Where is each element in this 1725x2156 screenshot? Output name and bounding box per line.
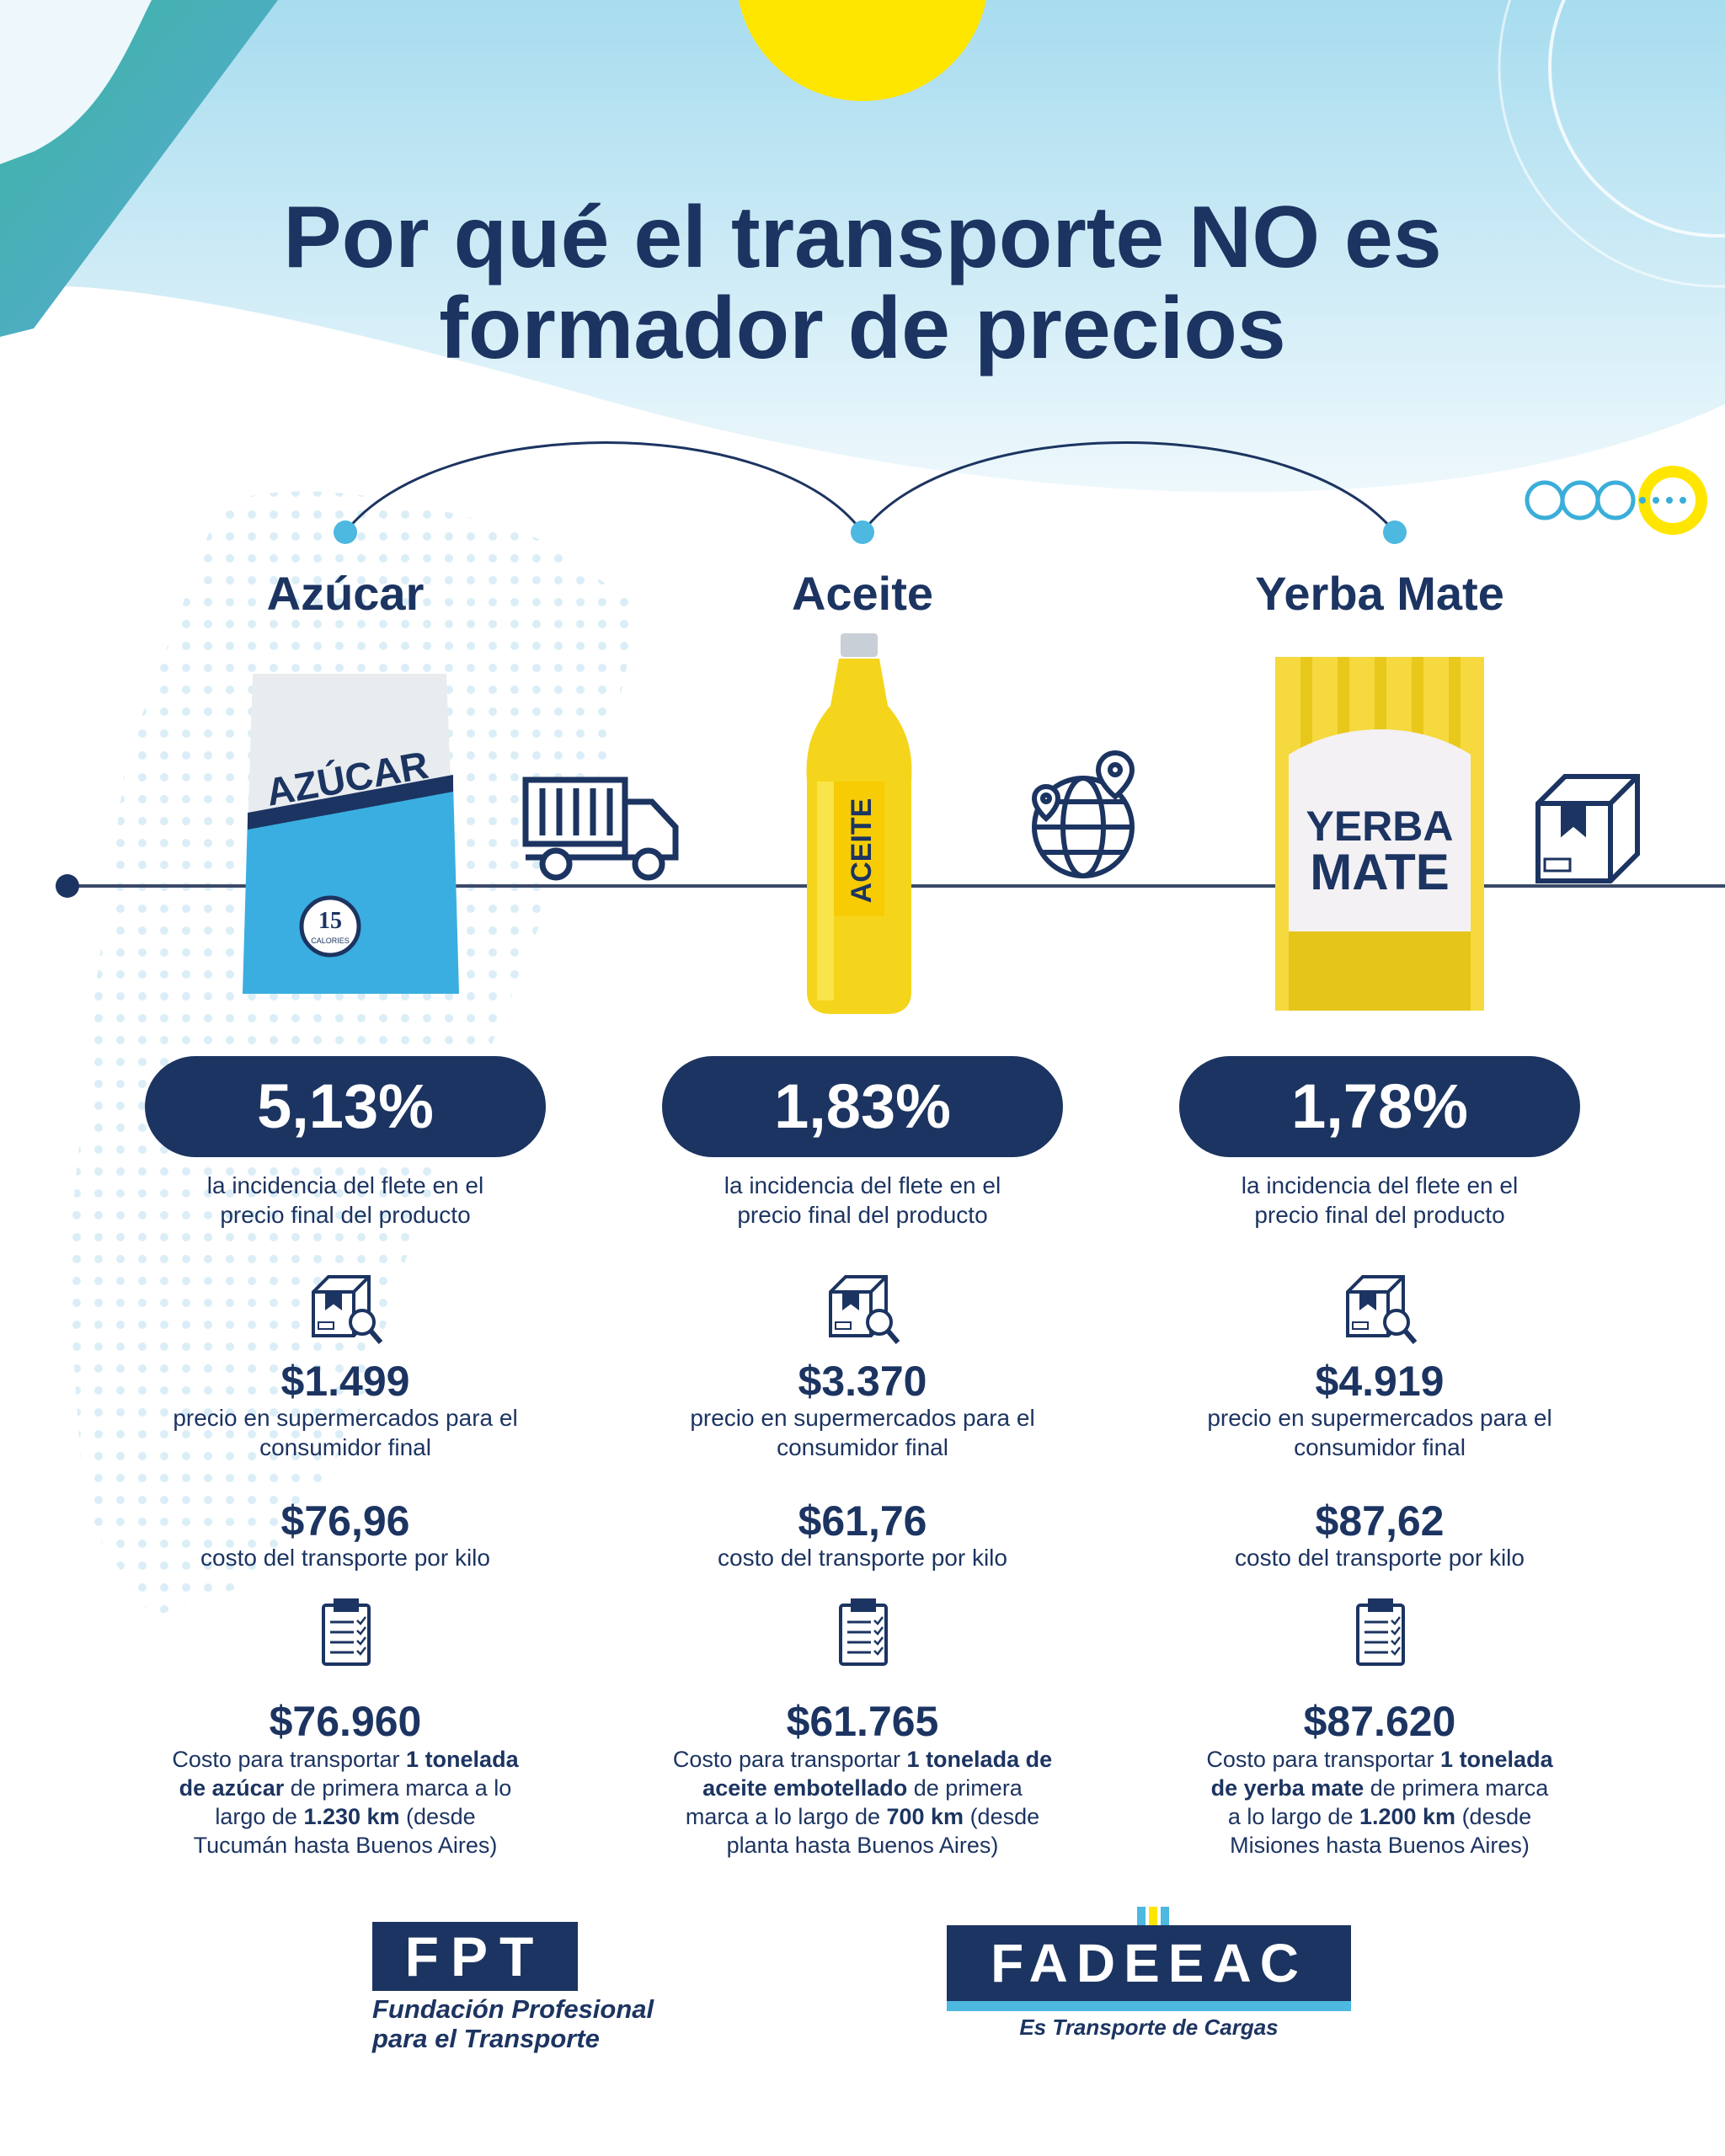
chain-circles	[1525, 480, 1636, 520]
price-aceite: $3.370	[798, 1358, 927, 1405]
timeline-start-dot	[56, 874, 79, 898]
globe-location-icon	[1031, 750, 1135, 878]
aceite-bottle-label: ACEITE	[846, 798, 878, 904]
product-name-azucar: Azúcar	[266, 567, 425, 620]
cost-kilo-azucar: $76,96	[280, 1497, 410, 1545]
incidence-line-1: la incidencia del flete en el	[206, 1172, 484, 1198]
incidence-pill-yerba: 1,78%	[1179, 1056, 1580, 1157]
fpt-subtitle: Fundación Profesional para el Transporte	[372, 1994, 692, 2053]
teal-ribbon-cut	[0, 0, 152, 164]
yerba-package: YERBA MATE	[1275, 657, 1484, 1011]
incidence-line-2: precio final del producto	[1254, 1202, 1505, 1228]
arc-1	[344, 441, 864, 533]
outline-circle-outer	[1498, 0, 1725, 288]
cost-ton-aceite: $61.765	[786, 1698, 939, 1745]
arc-dot-1	[334, 520, 357, 544]
arc-dot-2	[851, 520, 874, 544]
fadeeac-logo: FADEEAC	[947, 1925, 1351, 2001]
fpt-subtitle-line-1: Fundación Profesional	[372, 1994, 654, 2024]
incidence-line-2: precio final del producto	[737, 1202, 988, 1228]
price-line-1: precio en supermercados para el	[173, 1405, 518, 1431]
incidence-text-yerba: la incidencia del flete en el precio fin…	[1144, 1171, 1616, 1230]
price-azucar: $1.499	[280, 1358, 410, 1405]
fpt-subtitle-line-2: para el Transporte	[372, 2024, 600, 2053]
incidence-line-1: la incidencia del flete en el	[724, 1172, 1001, 1198]
azucar-package: AZÚCAR 15 CALORIES	[243, 674, 459, 994]
price-line-2: consumidor final	[777, 1434, 948, 1460]
dotted-map	[67, 491, 640, 1618]
price-text-yerba: precio en supermercados para el consumid…	[1144, 1403, 1616, 1462]
ton-description-aceite: Costo para transportar 1 tonelada de ace…	[672, 1747, 1053, 1858]
azucar-badge: 15	[318, 908, 342, 934]
fadeeac-subtitle: Es Transporte de Cargas	[1019, 2015, 1279, 2040]
yerba-label-1: YERBA	[1306, 803, 1453, 850]
sun-circle	[739, 0, 986, 101]
arc-2	[861, 441, 1397, 533]
title-line-2: formador de precios	[439, 280, 1286, 377]
price-line-2: consumidor final	[259, 1434, 431, 1460]
azucar-badge-sub: CALORIES	[311, 937, 350, 945]
box-icon	[1535, 774, 1640, 883]
cost-kilo-aceite: $61,76	[798, 1497, 927, 1545]
price-line-2: consumidor final	[1294, 1434, 1466, 1460]
arc-dot-3	[1383, 520, 1407, 544]
cost-kilo-text-aceite: costo del transporte por kilo	[718, 1545, 1007, 1571]
price-text-azucar: precio en supermercados para el consumid…	[109, 1403, 581, 1462]
incidence-line-1: la incidencia del flete en el	[1241, 1172, 1519, 1198]
incidence-pill-azucar: 5,13%	[145, 1056, 546, 1157]
clipboard-icon	[322, 1598, 371, 1666]
product-name-aceite: Aceite	[791, 567, 934, 620]
title-line-1: Por qué el transporte NO es	[283, 189, 1442, 286]
cost-kilo-yerba: $87,62	[1315, 1497, 1445, 1545]
clipboard-icon	[1356, 1598, 1405, 1666]
cost-ton-yerba: $87.620	[1303, 1698, 1456, 1745]
price-line-1: precio en supermercados para el	[690, 1405, 1035, 1431]
cost-kilo-text-yerba: costo del transporte por kilo	[1235, 1545, 1525, 1571]
incidence-pill-aceite: 1,83%	[662, 1056, 1063, 1157]
price-text-aceite: precio en supermercados para el consumid…	[627, 1403, 1098, 1462]
page-title: Por qué el transporte NO es formador de …	[0, 192, 1725, 374]
box-search-icon	[1346, 1275, 1418, 1344]
ton-description-yerba: Costo para transportar 1 tonelada de yer…	[1206, 1747, 1553, 1858]
aceite-bottle: ACEITE	[806, 633, 912, 1014]
fpt-logo: FPT	[372, 1922, 578, 1991]
ton-description-azucar: Costo para transportar 1 tonelada de azú…	[172, 1747, 519, 1858]
cost-ton-azucar: $76.960	[269, 1698, 422, 1745]
cost-kilo-text-azucar: costo del transporte por kilo	[200, 1545, 490, 1571]
price-yerba: $4.919	[1315, 1358, 1445, 1405]
box-search-icon	[829, 1275, 900, 1344]
price-line-1: precio en supermercados para el	[1207, 1405, 1552, 1431]
incidence-text-azucar: la incidencia del flete en el precio fin…	[109, 1171, 581, 1230]
yerba-label-2: MATE	[1310, 844, 1450, 900]
box-search-icon	[312, 1275, 383, 1344]
outline-circle	[1548, 0, 1725, 237]
clipboard-icon	[839, 1598, 888, 1666]
truck-icon	[522, 776, 679, 881]
incidence-text-aceite: la incidencia del flete en el precio fin…	[627, 1171, 1098, 1230]
product-name-yerba: Yerba Mate	[1255, 567, 1504, 620]
incidence-line-2: precio final del producto	[220, 1202, 471, 1228]
fadeeac-stripes	[947, 1907, 1351, 2011]
